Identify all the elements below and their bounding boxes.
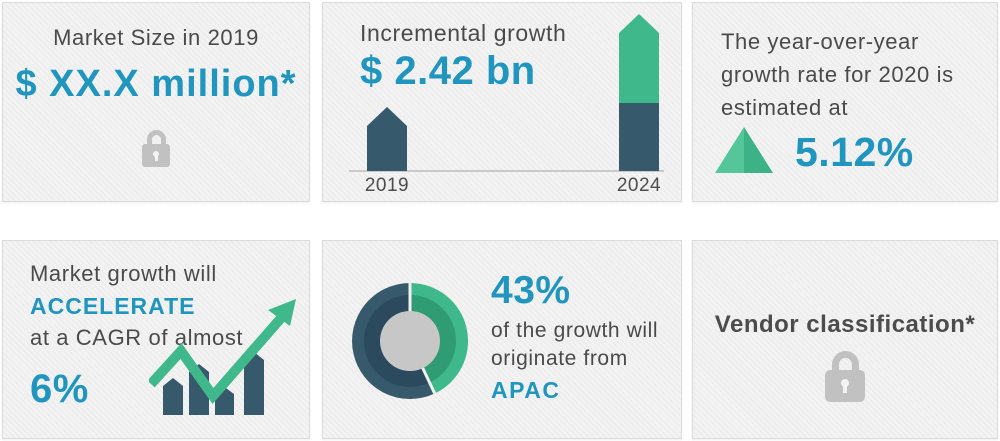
cagr-value: 6% bbox=[30, 367, 89, 411]
lock-body bbox=[825, 370, 865, 402]
card-cagr: Market growth will ACCELERATE at a CAGR … bbox=[2, 240, 310, 439]
donut-chart-icon bbox=[352, 282, 469, 399]
yoy-line-3: estimated at bbox=[721, 95, 849, 120]
yoy-text: The year-over-year growth rate for 2020 … bbox=[721, 25, 954, 124]
lock-body bbox=[142, 144, 170, 167]
market-size-title: Market Size in 2019 bbox=[53, 25, 259, 50]
lock-shackle bbox=[831, 351, 859, 373]
yoy-value: 5.12% bbox=[795, 129, 914, 175]
lock-icon bbox=[693, 351, 997, 402]
market-size-value: $ XX.X million* bbox=[15, 63, 297, 105]
axis-label-2024: 2024 bbox=[616, 175, 662, 196]
vendor-title: Vendor classification* bbox=[714, 311, 976, 338]
cagr-line-1: Market growth will bbox=[30, 261, 217, 286]
triangle-up-icon bbox=[715, 127, 773, 173]
cagr-line-2: at a CAGR of almost bbox=[30, 325, 244, 350]
card-market-size: Market Size in 2019 $ XX.X million* bbox=[2, 2, 310, 202]
card-yoy-growth: The year-over-year growth rate for 2020 … bbox=[692, 2, 998, 202]
lock-keystem bbox=[154, 155, 158, 161]
lock-keystem bbox=[843, 386, 847, 393]
axis-label-2019: 2019 bbox=[364, 175, 410, 196]
cagr-emphasis: ACCELERATE bbox=[30, 293, 196, 319]
incremental-growth-title: Incremental growth bbox=[360, 20, 567, 46]
card-incremental-growth: Incremental growth $ 2.42 bn 2019 2024 bbox=[322, 2, 682, 202]
incremental-growth-bar-chart-icon bbox=[349, 14, 664, 172]
apac-value: 43% bbox=[491, 269, 571, 312]
apac-line-1: of the growth will bbox=[491, 319, 659, 342]
lock-keyhole bbox=[153, 150, 159, 157]
card-vendor-classification: Vendor classification* bbox=[692, 240, 998, 439]
apac-region: APAC bbox=[491, 377, 561, 403]
card-apac-share: 43% of the growth will originate from AP… bbox=[322, 240, 682, 439]
lock-icon bbox=[3, 130, 309, 167]
yoy-line-2: growth rate for 2020 is bbox=[721, 62, 954, 87]
apac-line-2: originate from bbox=[491, 347, 628, 370]
growth-arrow-bar-chart-icon bbox=[149, 299, 296, 415]
yoy-line-1: The year-over-year bbox=[721, 29, 919, 54]
lock-shackle bbox=[146, 130, 166, 146]
lock-keyhole bbox=[841, 379, 849, 387]
incremental-growth-value: $ 2.42 bn bbox=[360, 49, 536, 93]
